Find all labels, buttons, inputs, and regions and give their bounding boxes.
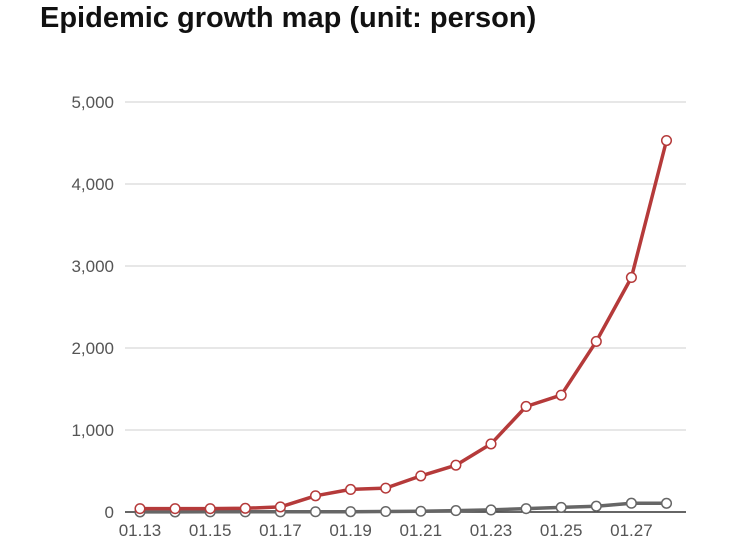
x-tick-label: 01.19 bbox=[329, 521, 372, 540]
data-point bbox=[169, 503, 181, 515]
data-point bbox=[450, 505, 462, 517]
x-tick-label: 01.13 bbox=[119, 521, 162, 540]
y-axis-tick-labels: 0 1,000 2,000 3,000 4,000 5,000 bbox=[71, 93, 114, 522]
data-point bbox=[520, 503, 532, 515]
x-tick-label: 01.27 bbox=[610, 521, 653, 540]
data-point bbox=[380, 505, 392, 518]
data-point bbox=[450, 459, 462, 471]
series-0 bbox=[134, 134, 673, 515]
data-point bbox=[520, 400, 532, 413]
data-point bbox=[274, 501, 286, 513]
chart-title: Epidemic growth map (unit: person) bbox=[40, 2, 537, 34]
data-point bbox=[309, 506, 322, 518]
data-point bbox=[625, 497, 637, 509]
x-tick-label: 01.15 bbox=[189, 521, 232, 540]
y-tick-label: 1,000 bbox=[71, 421, 114, 440]
data-point bbox=[590, 500, 602, 512]
data-point bbox=[555, 389, 567, 401]
grid-lines bbox=[125, 101, 686, 431]
data-point bbox=[309, 490, 322, 502]
data-point bbox=[625, 271, 637, 284]
series-line bbox=[138, 138, 669, 511]
data-point bbox=[204, 503, 216, 515]
y-tick-label: 2,000 bbox=[71, 339, 114, 358]
data-point bbox=[660, 497, 673, 509]
data-point bbox=[590, 335, 602, 347]
x-tick-label: 01.17 bbox=[259, 521, 302, 540]
data-point bbox=[555, 501, 567, 513]
data-point bbox=[660, 134, 673, 147]
y-tick-label: 3,000 bbox=[71, 257, 114, 276]
data-point bbox=[380, 482, 392, 494]
data-point bbox=[239, 502, 251, 514]
data-point bbox=[485, 504, 497, 516]
y-tick-label: 4,000 bbox=[71, 175, 114, 194]
data-point bbox=[415, 505, 427, 517]
x-tick-label: 01.23 bbox=[470, 521, 513, 540]
data-point bbox=[415, 470, 427, 482]
data-point bbox=[345, 483, 357, 496]
data-point bbox=[345, 506, 357, 518]
data-point bbox=[134, 503, 146, 515]
series-line bbox=[138, 501, 669, 514]
x-axis-tick-labels: 01.13 01.15 01.17 01.19 01.21 01.23 01.25 01.27 bbox=[119, 521, 653, 540]
x-tick-label: 01.25 bbox=[540, 521, 583, 540]
y-tick-label: 5,000 bbox=[71, 93, 114, 112]
data-point bbox=[485, 438, 497, 450]
x-tick-label: 01.21 bbox=[400, 521, 443, 540]
y-tick-label: 0 bbox=[105, 503, 114, 522]
series bbox=[134, 134, 673, 518]
